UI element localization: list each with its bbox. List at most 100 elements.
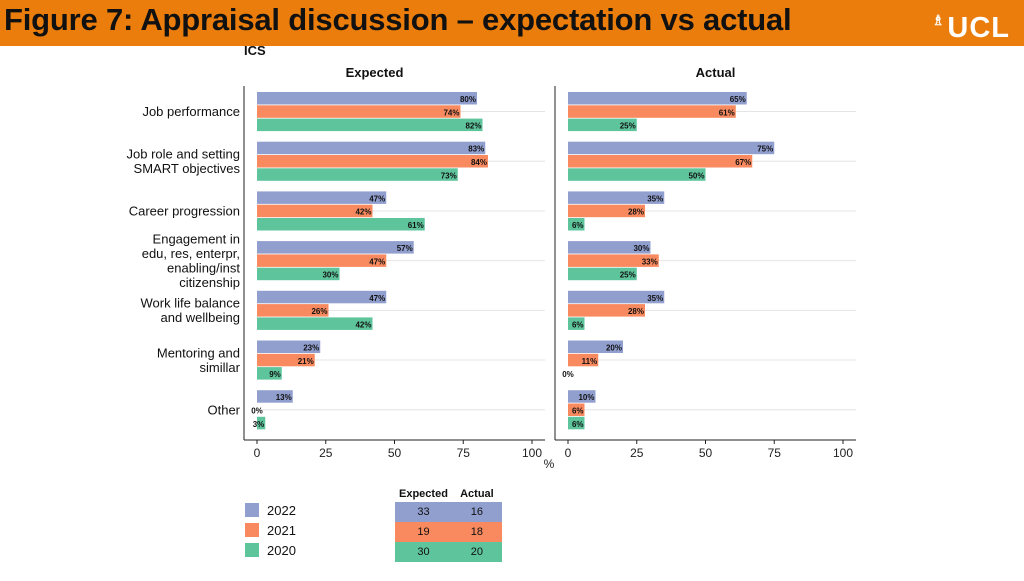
- bar: [568, 317, 585, 330]
- x-tick-label: 0: [254, 446, 261, 460]
- ucl-dome-icon: ♗: [931, 12, 946, 28]
- data-label: 73%: [441, 171, 457, 180]
- bar: [257, 267, 340, 281]
- ucl-logo: ♗UCL: [932, 12, 1010, 45]
- category-label: Work life balance: [141, 296, 240, 311]
- category-label: SMART objectives: [134, 161, 241, 176]
- category-label: simillar: [200, 360, 241, 375]
- data-label: 65%: [730, 95, 746, 104]
- legend: 2022 2021 2020: [245, 500, 296, 560]
- data-label: 0%: [562, 370, 574, 379]
- category-label: Career progression: [129, 203, 240, 218]
- data-label: 33%: [642, 257, 658, 266]
- data-label: 13%: [276, 393, 292, 402]
- data-label: 75%: [757, 145, 773, 154]
- bar: [568, 218, 585, 231]
- legend-swatch-2020: [245, 543, 259, 557]
- bar: [568, 191, 665, 204]
- x-tick-label: 50: [388, 446, 402, 460]
- category-label: Job performance: [142, 104, 240, 119]
- data-label: 80%: [460, 95, 476, 104]
- bar: [568, 403, 585, 416]
- data-label: 83%: [468, 145, 484, 154]
- bar: [257, 218, 425, 231]
- x-tick-label: 50: [699, 446, 713, 460]
- page-title: Figure 7: Appraisal discussion – expecta…: [4, 2, 792, 37]
- category-label: Other: [207, 402, 240, 417]
- x-tick-label: 25: [630, 446, 644, 460]
- data-label: 3%: [253, 420, 265, 429]
- summary-row-2022: 33 16: [395, 502, 502, 522]
- data-label: 42%: [355, 320, 371, 329]
- x-tick-label: 0: [565, 446, 572, 460]
- summary-table: Expected Actual 33 16 19 18 30 20: [395, 488, 502, 562]
- legend-label-2021: 2021: [267, 522, 296, 538]
- data-label: 25%: [620, 271, 636, 280]
- bar: [257, 92, 477, 105]
- bar: [568, 290, 665, 304]
- bar: [568, 155, 753, 168]
- summary-cell-expected: 33: [417, 506, 430, 518]
- data-label: 6%: [572, 420, 584, 429]
- bar: [257, 141, 486, 155]
- category-label: Engagement in: [153, 231, 240, 246]
- data-label: 30%: [322, 271, 338, 280]
- x-tick-label: 75: [768, 446, 782, 460]
- bar: [568, 416, 585, 430]
- panel-group-label: ICS: [244, 46, 266, 58]
- summary-header-expected: Expected: [399, 488, 448, 500]
- bar: [257, 340, 321, 353]
- summary-cell-actual: 20: [470, 546, 484, 558]
- legend-swatch-2022: [245, 503, 259, 517]
- data-label: 35%: [647, 194, 663, 203]
- summary-row-2020: 30 20: [395, 542, 502, 562]
- bar: [257, 105, 461, 118]
- bar: [257, 155, 488, 168]
- legend-item-2021: 2021: [245, 520, 296, 540]
- bar: [568, 390, 596, 403]
- bar: [257, 168, 458, 181]
- data-label: 61%: [719, 108, 735, 117]
- data-label: 47%: [369, 294, 385, 303]
- bar: [257, 204, 373, 218]
- data-label: 42%: [355, 208, 371, 217]
- summary-row-2021: 19 18: [395, 522, 502, 542]
- data-label: 23%: [303, 344, 319, 353]
- bar: [568, 92, 747, 105]
- summary-header-row: Expected Actual: [395, 488, 502, 502]
- panel-title: Expected: [346, 65, 404, 80]
- category-label: enabling/inst: [167, 260, 240, 275]
- category-label: citizenship: [179, 275, 240, 290]
- category-label: Mentoring and: [157, 345, 240, 360]
- legend-label-2020: 2020: [267, 542, 296, 558]
- summary-header-actual: Actual: [460, 488, 494, 500]
- legend-item-2022: 2022: [245, 500, 296, 520]
- data-label: 47%: [369, 194, 385, 203]
- legend-item-2020: 2020: [245, 540, 296, 560]
- bar: [257, 367, 282, 380]
- data-label: 67%: [735, 158, 751, 167]
- bar: [257, 416, 266, 430]
- bar: [257, 241, 414, 254]
- bar: [568, 204, 645, 218]
- data-label: 61%: [408, 221, 424, 230]
- bar: [257, 390, 293, 403]
- panel-title: Actual: [696, 65, 736, 80]
- bar: [257, 317, 373, 330]
- data-label: 28%: [628, 208, 644, 217]
- x-tick-label: 100: [522, 446, 542, 460]
- data-label: 6%: [572, 320, 584, 329]
- data-label: 35%: [647, 294, 663, 303]
- bar: [257, 353, 315, 367]
- data-label: 6%: [572, 407, 584, 416]
- data-label: 82%: [465, 122, 481, 131]
- bar: [568, 105, 736, 118]
- bar: [568, 267, 637, 281]
- data-label: 30%: [633, 244, 649, 253]
- data-label: 0%: [251, 407, 263, 416]
- bar: [257, 191, 387, 204]
- data-label: 74%: [443, 108, 459, 117]
- bar: [568, 168, 706, 181]
- data-label: 26%: [311, 307, 327, 316]
- bar: [257, 304, 329, 317]
